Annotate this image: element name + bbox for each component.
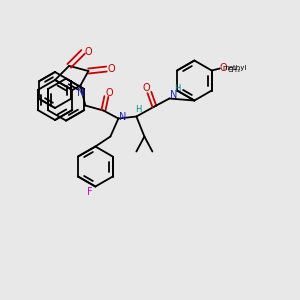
Text: O: O <box>84 47 92 57</box>
Text: O: O <box>220 62 227 73</box>
Text: O: O <box>108 64 115 74</box>
Text: N: N <box>77 88 84 98</box>
Text: H: H <box>174 84 181 93</box>
Text: methyl: methyl <box>223 64 247 70</box>
Text: O: O <box>142 82 150 92</box>
Text: N: N <box>119 112 126 122</box>
Text: O: O <box>106 88 113 98</box>
Text: N: N <box>170 89 177 100</box>
Text: H: H <box>135 105 142 114</box>
Text: F: F <box>87 187 92 196</box>
Text: CH₃: CH₃ <box>227 67 240 73</box>
